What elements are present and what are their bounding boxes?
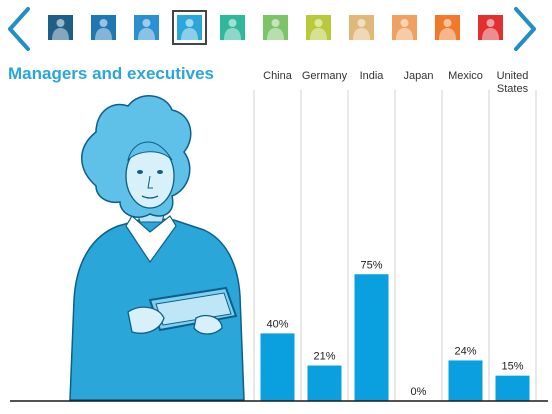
person-thumbnail-icon	[220, 15, 245, 40]
category-label: India	[359, 70, 384, 82]
person-thumbnail-icon	[349, 15, 374, 40]
grid-lines	[253, 90, 537, 401]
data-label: 15%	[501, 361, 523, 373]
page-title: Managers and executives	[8, 64, 214, 83]
thumb-3[interactable]	[134, 15, 159, 40]
thumb-9[interactable]	[392, 15, 417, 40]
category-label: Japan	[403, 70, 434, 82]
person-thumbnail-icon	[306, 15, 331, 40]
person-thumbnail-icon	[134, 15, 159, 40]
person-thumbnail-icon	[48, 15, 73, 40]
thumb-7[interactable]	[306, 15, 331, 40]
bar-mexico	[448, 360, 483, 401]
bar-germany	[307, 365, 342, 401]
thumb-10[interactable]	[435, 15, 460, 40]
person-thumbnail-icon	[177, 15, 202, 40]
category-label: Germany	[301, 70, 348, 82]
person-thumbnail-icon	[263, 15, 288, 40]
person-illustration	[69, 95, 245, 401]
thumb-8[interactable]	[349, 15, 374, 40]
thumb-11[interactable]	[478, 15, 503, 40]
person-thumbnail-icon	[478, 15, 503, 40]
bar-china	[260, 333, 295, 401]
bars: 40% 21% 75% 0% 24% 15%	[260, 259, 530, 401]
data-label: 40%	[266, 318, 288, 330]
prev-arrow-icon[interactable]	[4, 6, 34, 52]
data-label: 75%	[360, 259, 382, 271]
data-label: 24%	[454, 345, 476, 357]
person-thumbnail-icon	[435, 15, 460, 40]
thumb-2[interactable]	[91, 15, 116, 40]
thumb-1[interactable]	[48, 15, 73, 40]
thumb-6[interactable]	[263, 15, 288, 40]
data-label: 0%	[411, 386, 427, 398]
category-label: Mexico	[448, 70, 483, 82]
bar-india	[354, 274, 389, 401]
person-thumbnail-icon	[392, 15, 417, 40]
thumb-5[interactable]	[220, 15, 245, 40]
person-thumbnail-icon	[91, 15, 116, 40]
data-label: 21%	[313, 351, 335, 363]
category-label: United States	[496, 70, 529, 95]
thumb-4[interactable]	[172, 10, 207, 45]
bar-united-states	[495, 375, 530, 401]
next-arrow-icon[interactable]	[510, 6, 540, 52]
category-label: China	[263, 70, 292, 82]
